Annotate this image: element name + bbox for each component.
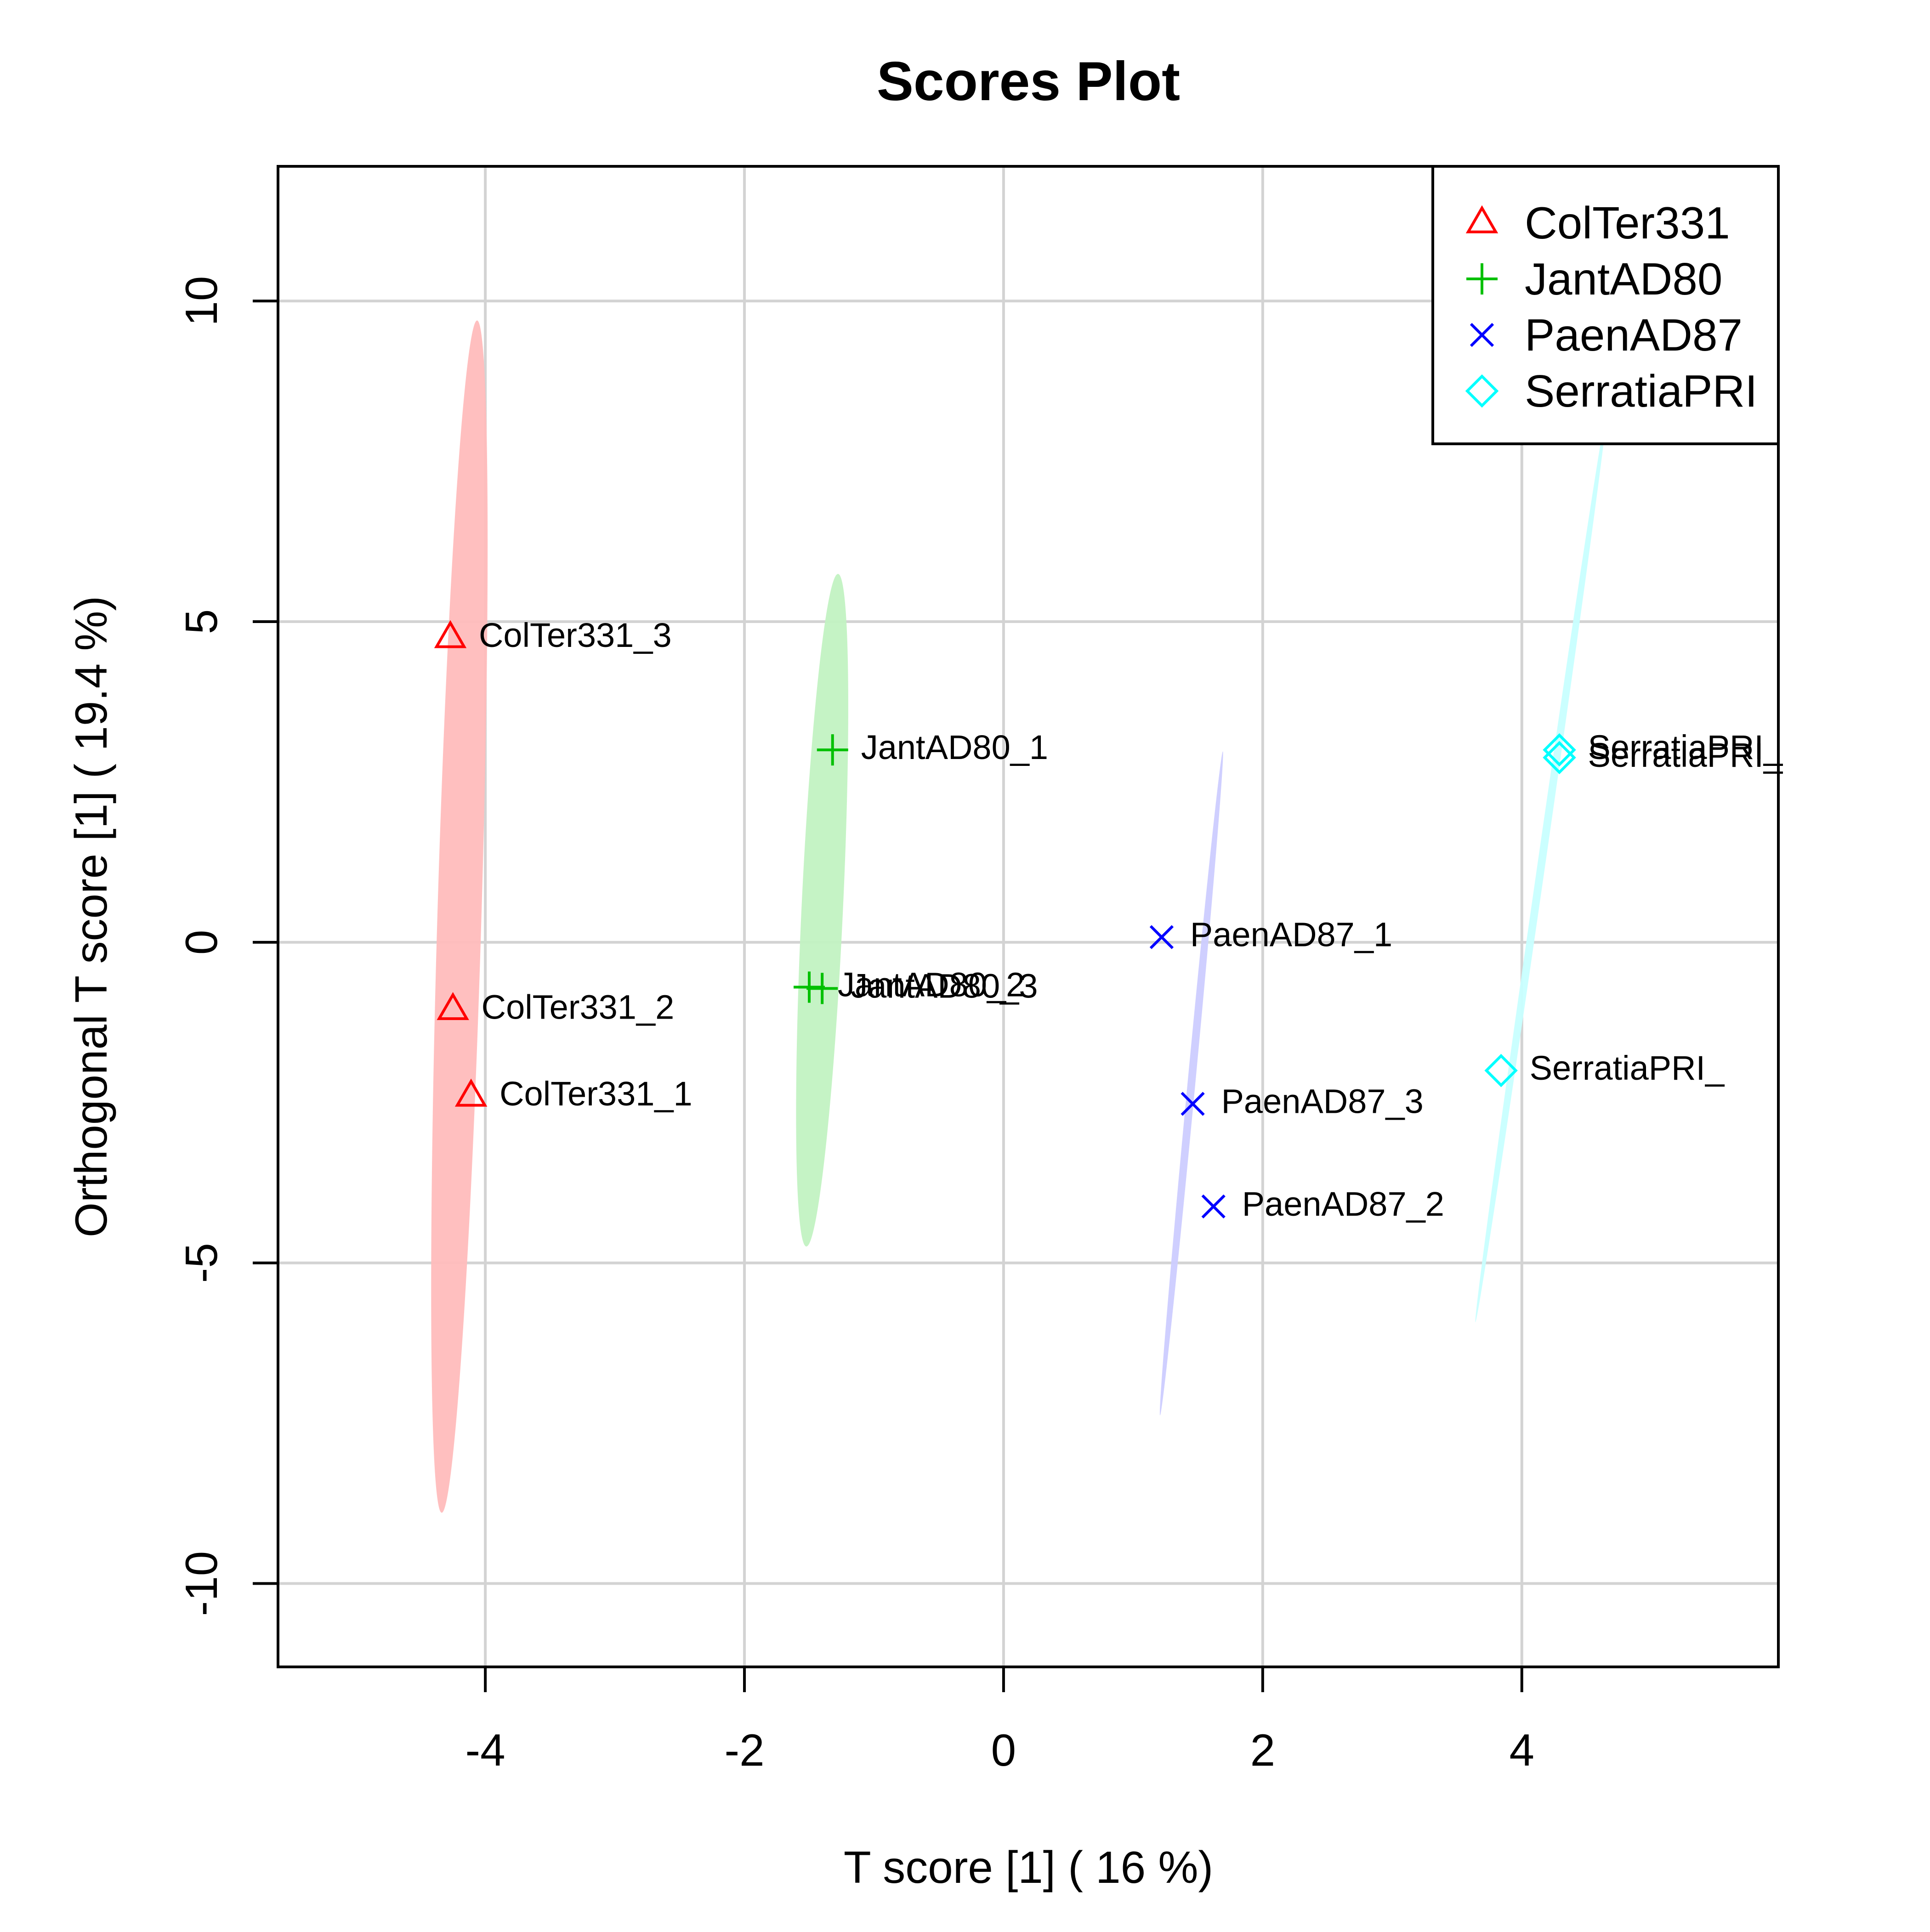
legend-marker-paenad87 [1470, 323, 1494, 347]
x-tick-label: 4 [1509, 1725, 1534, 1775]
legend-entry-label: SerratiaPRI [1525, 366, 1758, 416]
confidence-ellipse-paenad87 [1159, 751, 1223, 1416]
x-tick-label: 0 [991, 1725, 1016, 1775]
plot-frame [277, 165, 1780, 1668]
point-label: SerratiaPRI_ [1588, 728, 1783, 766]
point-label: SerratiaPRI_ [1588, 736, 1783, 774]
data-point-jantad80 [806, 973, 838, 1004]
y-tick-label: 10 [176, 276, 227, 326]
y-tick-label: -10 [176, 1551, 227, 1616]
data-point-colter331 [434, 620, 467, 648]
point-label: SerratiaPRI_ [1530, 1049, 1725, 1087]
confidence-ellipse-serratiapri [1475, 408, 1607, 1322]
point-label: ColTer331_3 [479, 616, 672, 654]
data-point-colter331 [437, 992, 469, 1020]
x-tick-label: -2 [724, 1725, 764, 1775]
y-tick-label: 0 [176, 930, 227, 955]
confidence-ellipse-colter331 [431, 320, 488, 1513]
point-label: JantAD80_2 [838, 966, 1025, 1004]
point-label: PaenAD87_2 [1242, 1185, 1444, 1223]
legend-marker-serratiapri [1465, 374, 1499, 408]
legend: ColTer331 JantAD80 PaenAD87 SerratiaPRI [1431, 165, 1780, 445]
data-point-serratiapri [1543, 733, 1576, 767]
legend-marker-jantad80 [1466, 263, 1498, 295]
x-axis-label: T score [1] ( 16 %) [844, 1842, 1213, 1892]
y-tick-label: 5 [176, 609, 227, 635]
legend-entry-label: JantAD80 [1525, 254, 1722, 304]
chart-title: Scores Plot [877, 51, 1180, 112]
frame-layer [277, 165, 1780, 1668]
y-tick-label: -5 [176, 1243, 227, 1283]
point-label: PaenAD87_1 [1190, 916, 1392, 954]
legend-entry-label: ColTer331 [1525, 198, 1730, 248]
data-point-colter331 [454, 1078, 488, 1107]
data-point-paenad87 [1181, 1092, 1205, 1116]
y-axis-label: Orthogonal T score [1] ( 19.4 %) [66, 596, 116, 1237]
label-layer: ColTer331_3 ColTer331_2 ColTer331_1 JantAD8… [479, 616, 1783, 1223]
data-point-paenad87 [1201, 1194, 1226, 1218]
point-label: ColTer331_2 [482, 988, 675, 1026]
point-label: PaenAD87_3 [1221, 1082, 1424, 1121]
point-label: ColTer331_1 [500, 1075, 693, 1113]
data-point-jantad80 [817, 734, 848, 766]
point-label: JantAD80_3 [851, 967, 1038, 1005]
ellipse-layer [431, 320, 1607, 1513]
data-point-serratiapri [1543, 741, 1576, 775]
data-point-paenad87 [1149, 925, 1174, 949]
legend-marker-colter331 [1465, 205, 1499, 233]
point-label: JantAD80_1 [861, 728, 1048, 766]
point-layer [434, 620, 1576, 1218]
confidence-ellipse-jantad80 [796, 574, 848, 1246]
data-point-serratiapri [1484, 1054, 1518, 1088]
x-tick-label: 2 [1250, 1725, 1276, 1775]
legend-entry-label: PaenAD87 [1525, 310, 1743, 360]
axis-layer: -4 -2 0 2 4 -10 -5 0 5 10 [176, 276, 1534, 1775]
x-tick-label: -4 [465, 1725, 505, 1775]
